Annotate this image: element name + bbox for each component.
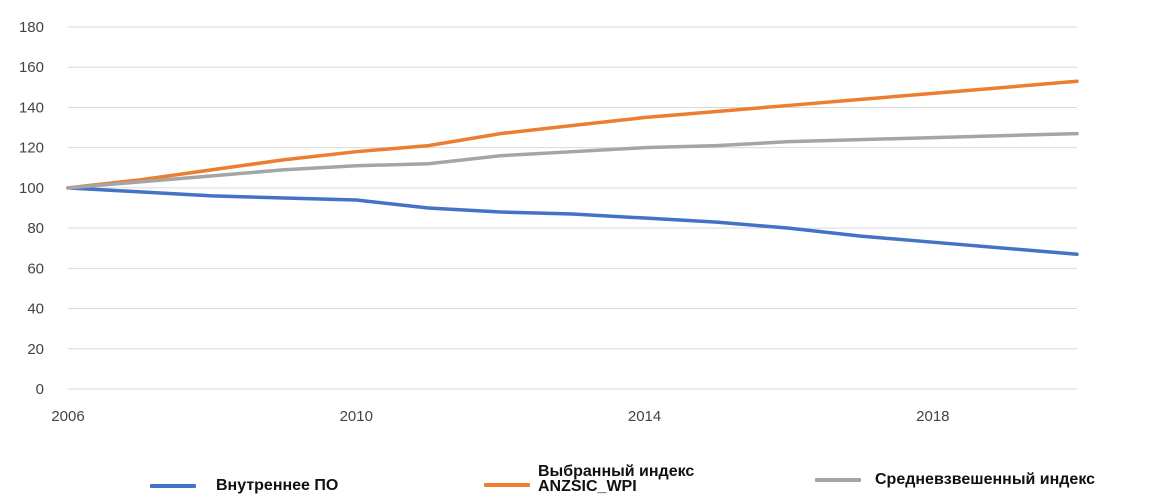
legend: Внутреннее ПО Выбранный индекс ANZSIC_WP… xyxy=(0,458,1162,504)
x-tick-label: 2018 xyxy=(916,408,949,425)
legend-item-domestic-software: Внутреннее ПО xyxy=(150,477,339,494)
gridlines xyxy=(68,26,1077,390)
y-tick-label: 80 xyxy=(27,220,44,237)
y-tick-label: 140 xyxy=(19,99,44,116)
x-axis-tick-labels: 2006 2010 2014 2018 xyxy=(51,408,949,425)
y-tick-label: 40 xyxy=(27,301,44,318)
legend-label: Средневзвешенный индекс xyxy=(875,471,1096,488)
x-tick-label: 2006 xyxy=(51,408,84,425)
y-tick-label: 60 xyxy=(27,260,44,277)
y-tick-label: 20 xyxy=(27,341,44,358)
legend-swatch-orange xyxy=(484,483,530,487)
series-lines xyxy=(66,79,1079,257)
legend-label: Выбранный индекс ANZSIC_WPI xyxy=(538,463,695,495)
y-tick-label: 0 xyxy=(36,381,44,398)
y-axis-tick-labels: 0 20 40 60 80 100 120 140 160 180 xyxy=(19,19,44,398)
legend-label: Внутреннее ПО xyxy=(216,477,339,494)
series-line-0 xyxy=(66,186,1079,257)
y-tick-label: 180 xyxy=(19,19,44,36)
y-tick-label: 100 xyxy=(19,180,44,197)
y-tick-label: 160 xyxy=(19,59,44,76)
series-line-1 xyxy=(66,79,1079,190)
legend-swatch-gray xyxy=(815,477,861,482)
legend-swatch-blue xyxy=(150,483,196,488)
legend-item-weighted-index: Средневзвешенный индекс xyxy=(815,471,1096,488)
line-chart: 0 20 40 60 80 100 120 140 160 180 2006 2010 2014 201… xyxy=(19,19,1079,425)
series-line-2 xyxy=(66,131,1079,190)
x-tick-label: 2010 xyxy=(340,408,373,425)
y-tick-label: 120 xyxy=(19,140,44,157)
legend-item-anzsic-wpi: Выбранный индекс ANZSIC_WPI xyxy=(484,463,738,495)
x-tick-label: 2014 xyxy=(628,408,661,425)
